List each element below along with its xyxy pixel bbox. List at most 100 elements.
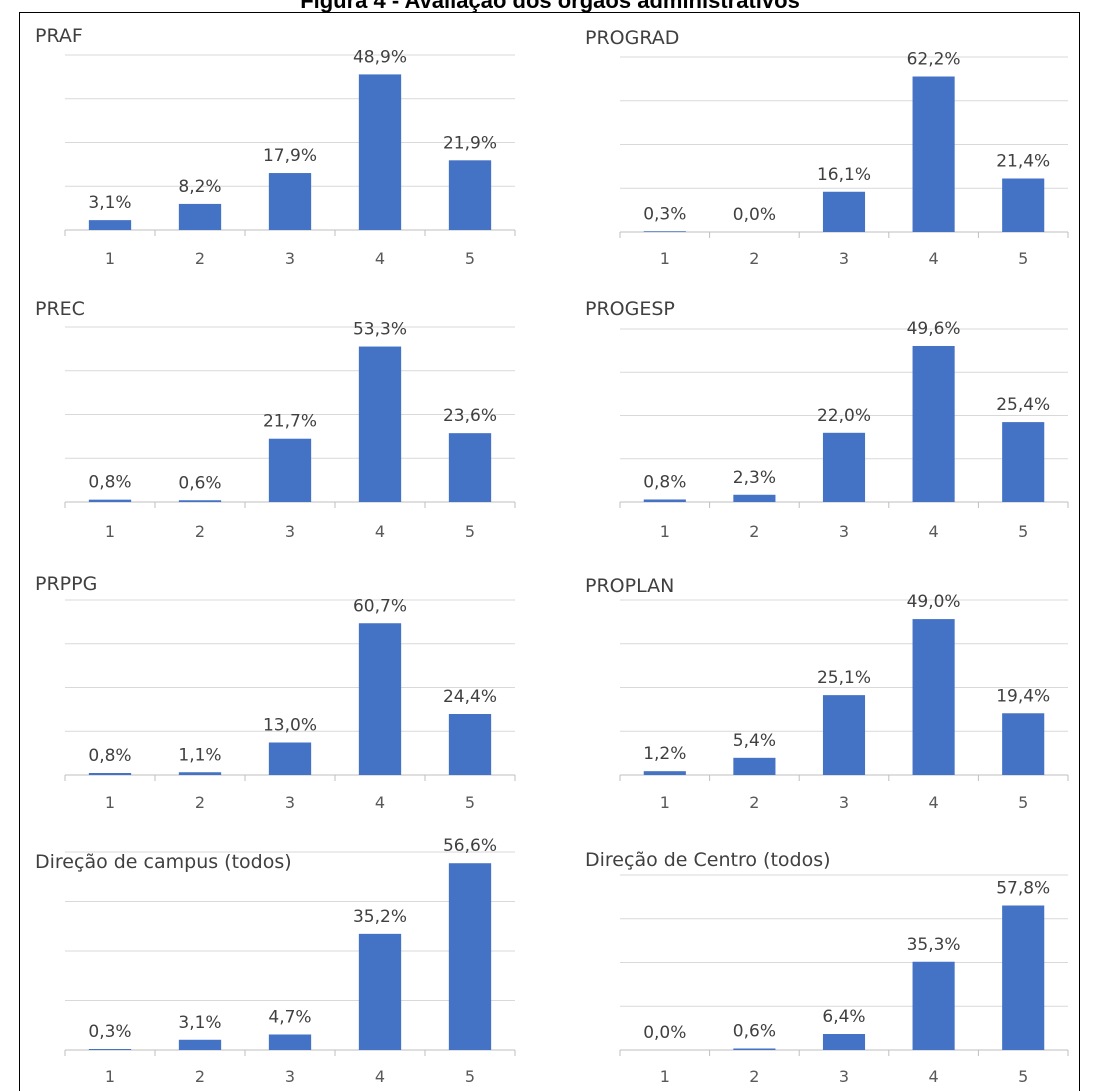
tick-label: 5 [465,249,475,268]
bar-3 [268,173,312,230]
data-label: 56,6% [443,836,497,856]
tick-label: 1 [105,793,115,812]
tick-label: 2 [195,522,205,541]
figure-title: Figura 4 - Avaliação dos órgãos administ… [300,0,800,13]
data-label: 19,4% [996,686,1050,706]
tick-label: 4 [375,522,385,541]
data-label: 6,4% [822,1007,865,1027]
data-label: 2,3% [733,468,776,488]
tick-label: 4 [375,793,385,812]
chart-8: Direção de Centro (todos) 0,0% 1 0,6% 2 6,4% 3… [585,849,1069,1086]
bar-3 [268,438,312,502]
chart-title: PRPPG [35,573,97,595]
tick-label: 3 [839,249,849,268]
tick-label: 3 [285,793,295,812]
bar-2 [178,500,222,502]
data-label: 0,6% [733,1022,776,1042]
chart-title: Direção de campus (todos) [35,851,292,873]
bar-4 [358,74,402,230]
tick-label: 1 [660,249,670,268]
data-label: 0,0% [733,205,776,225]
data-label: 0,8% [88,473,131,493]
chart-1: PRAF 3,1% 1 8,2% 2 17,9% 3 48,9% 4 21,9% 5 [35,25,516,268]
data-label: 24,4% [443,687,497,707]
data-label: 21,9% [443,133,497,153]
bar-3 [822,1034,866,1050]
bar-4 [358,933,402,1050]
bar-4 [358,346,402,502]
data-label: 17,9% [263,146,317,166]
bar-1 [643,499,686,502]
tick-label: 2 [749,793,759,812]
tick-label: 1 [660,1067,670,1086]
data-label: 25,4% [996,395,1050,415]
bar-1 [88,499,132,502]
bar-2 [178,203,222,230]
bar-1 [88,773,132,775]
data-label: 3,1% [178,1013,221,1033]
tick-label: 3 [839,522,849,541]
data-label: 0,3% [643,204,686,224]
tick-label: 1 [105,1067,115,1086]
tick-label: 3 [285,522,295,541]
bar-2 [733,757,776,775]
data-label: 1,1% [178,745,221,765]
chart-title: PROPLAN [585,575,674,597]
data-label: 0,3% [88,1022,131,1042]
bar-5 [448,714,492,775]
data-label: 8,2% [178,177,221,197]
tick-label: 3 [839,1067,849,1086]
tick-label: 2 [195,249,205,268]
data-label: 0,0% [643,1023,686,1043]
bar-3 [822,695,866,775]
tick-label: 2 [195,793,205,812]
bar-1 [643,771,686,775]
tick-label: 4 [929,522,939,541]
bar-5 [448,863,492,1050]
bar-5 [448,433,492,502]
chart-title: PREC [35,298,85,320]
data-label: 60,7% [353,596,407,616]
data-label: 0,8% [88,746,131,766]
tick-label: 2 [749,249,759,268]
chart-6: PROPLAN 1,2% 1 5,4% 2 25,1% 3 49,0% 4 19,4% 5 [585,575,1069,812]
bar-3 [268,742,312,775]
figure-frame [19,12,1080,1091]
tick-label: 4 [929,793,939,812]
chart-title: PROGESP [585,298,675,320]
data-label: 21,4% [996,152,1050,172]
data-label: 13,0% [263,716,317,736]
data-label: 16,1% [817,165,871,185]
bar-2 [733,1048,776,1050]
tick-label: 1 [105,522,115,541]
bar-3 [822,191,866,232]
bar-1 [643,231,686,232]
tick-label: 2 [749,522,759,541]
bar-2 [733,494,776,502]
data-label: 0,6% [178,473,221,493]
tick-label: 4 [375,1067,385,1086]
data-label: 62,2% [907,50,961,70]
chart-3: PREC 0,8% 1 0,6% 2 21,7% 3 53,3% 4 23,6% 5 [35,298,516,541]
tick-label: 4 [375,249,385,268]
chart-5: PRPPG 0,8% 1 1,1% 2 13,0% 3 60,7% 4 24,4% 5 [35,573,516,812]
data-label: 22,0% [817,406,871,426]
bar-4 [358,623,402,775]
bar-2 [178,1039,222,1050]
chart-7: Direção de campus (todos) 0,3% 1 3,1% 2 4,7% 3… [35,836,516,1086]
tick-label: 4 [929,1067,939,1086]
chart-title: PRAF [35,25,83,47]
data-label: 4,7% [268,1007,311,1027]
data-label: 57,8% [996,879,1050,899]
data-label: 23,6% [443,406,497,426]
tick-label: 3 [285,249,295,268]
tick-label: 5 [465,1067,475,1086]
tick-label: 3 [285,1067,295,1086]
bar-5 [1002,422,1045,502]
tick-label: 1 [660,793,670,812]
data-label: 53,3% [353,320,407,340]
tick-label: 3 [839,793,849,812]
bar-3 [268,1034,312,1050]
tick-label: 1 [660,522,670,541]
